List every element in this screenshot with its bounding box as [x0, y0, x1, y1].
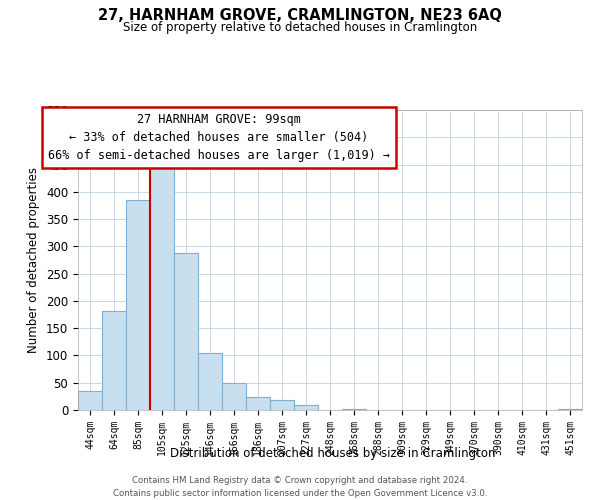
Bar	[102, 310, 126, 410]
Bar	[246, 398, 270, 410]
Text: 27 HARNHAM GROVE: 99sqm
← 33% of detached houses are smaller (504)
66% of semi-d: 27 HARNHAM GROVE: 99sqm ← 33% of detache…	[48, 113, 390, 162]
Bar	[222, 384, 246, 410]
Bar	[294, 404, 318, 410]
Y-axis label: Number of detached properties: Number of detached properties	[28, 167, 40, 353]
Bar	[126, 200, 150, 410]
Bar	[78, 391, 102, 410]
Bar	[270, 400, 294, 410]
Text: Contains HM Land Registry data © Crown copyright and database right 2024.
Contai: Contains HM Land Registry data © Crown c…	[113, 476, 487, 498]
Text: Size of property relative to detached houses in Cramlington: Size of property relative to detached ho…	[123, 21, 477, 34]
Text: 27, HARNHAM GROVE, CRAMLINGTON, NE23 6AQ: 27, HARNHAM GROVE, CRAMLINGTON, NE23 6AQ	[98, 8, 502, 22]
Bar	[150, 162, 174, 410]
Bar	[174, 254, 198, 410]
Bar	[198, 352, 222, 410]
Text: Distribution of detached houses by size in Cramlington: Distribution of detached houses by size …	[170, 448, 496, 460]
